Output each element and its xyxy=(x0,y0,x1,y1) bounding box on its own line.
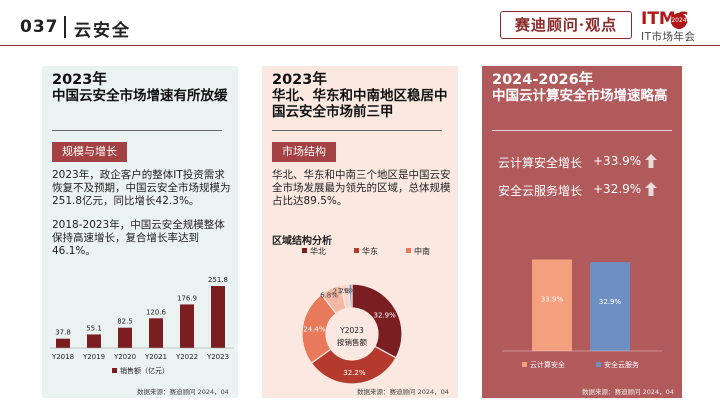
bar-value-label: 37.8 xyxy=(55,329,71,337)
x-tick-label: Y2018 xyxy=(51,353,74,361)
forecast-bar-label: 32.9% xyxy=(599,298,622,306)
metric1-label: 云计算安全增长 xyxy=(498,156,583,170)
panel3-year-range: 2024-2026年 xyxy=(492,72,594,88)
panel2-title: 2023年 华北、华东和中南地区稳居中国云安全市场前三甲 xyxy=(272,72,452,120)
bar-Y2020 xyxy=(118,327,132,348)
metric-security-cloud-service: 安全云服务增长 +32.9% xyxy=(498,182,641,199)
panel1-para2: 2018-2023年，中国云安全规模整体保持高速增长，复合增长率达到46.1%。 xyxy=(52,219,225,257)
panel2-source: 数据来源：赛迪顾问 2024，04 xyxy=(357,388,449,396)
arrow-up-icon xyxy=(645,182,657,196)
bar-chart-svg: 37.8 Y2018 55.1 Y2019 82.5 Y2020 120.6 Y2021 176… xyxy=(50,276,234,375)
arrow-up-icon xyxy=(645,154,657,168)
panel1-source: 数据来源：赛迪顾问 2024，04 xyxy=(137,388,229,396)
panel3-title: 2024-2026年 中国云计算安全市场增速略高 xyxy=(492,72,668,104)
page-title: 云安全 xyxy=(74,21,131,41)
donut-slice xyxy=(310,345,397,385)
slice-label: 24.4% xyxy=(303,326,326,334)
x-tick-label: Y2022 xyxy=(175,353,198,361)
x-tick-label: Y2023 xyxy=(206,353,229,361)
bar-value-label: 251.8 xyxy=(208,276,228,284)
brand-badge: 赛迪顾问·观点 xyxy=(500,11,632,39)
x-tick-label: Y2021 xyxy=(144,353,167,361)
bar-value-label: 176.9 xyxy=(177,294,197,302)
panel1-title: 2023年 中国云安全市场增速有所放缓 xyxy=(52,72,228,104)
panel2-subhead: 区域结构分析 xyxy=(272,236,332,247)
panel1-rule xyxy=(52,130,222,131)
panel-market-growth: 2023年 中国云安全市场增速有所放缓 规模与增长 2023年，政企客户的整体I… xyxy=(42,66,238,398)
forecast-bar-chart: 33.9% 云计算安全 32.9% 安全云服务 xyxy=(502,259,662,369)
panel2-tag: 市场结构 xyxy=(272,142,336,162)
event-year-badge: 2024 xyxy=(671,13,687,29)
bar-Y2018 xyxy=(56,338,70,348)
panel1-tag: 规模与增长 xyxy=(52,142,127,162)
slice-label: 2.7% xyxy=(333,287,351,295)
panel3-source: 数据来源：赛迪顾问 2024，04 xyxy=(582,388,674,396)
panel1-heading: 中国云安全市场增速有所放缓 xyxy=(52,88,228,104)
legend-swatch xyxy=(302,248,307,253)
legend-swatch xyxy=(596,362,601,367)
header-rule xyxy=(0,45,720,46)
slice-label: 1.0% xyxy=(338,287,356,295)
legend-swatch xyxy=(406,248,411,253)
bar-Y2021 xyxy=(149,318,163,348)
forecast-bar-label: 33.9% xyxy=(541,295,564,303)
metric1-value: +33.9% xyxy=(593,154,642,168)
forecast-bar xyxy=(590,262,630,351)
event-subtitle: IT市场年会 xyxy=(641,31,696,43)
legend-label: 华北 xyxy=(310,246,326,256)
donut-chart-regions: 华北 华东 中南 32.9% 32.2% 24.4% 6.8%2.7%1.0% Y2023 按销… xyxy=(301,246,430,385)
bar-value-label: 120.6 xyxy=(146,308,167,316)
slice-label: 32.9% xyxy=(374,312,397,320)
legend-label: 华东 xyxy=(362,246,378,256)
panel-forecast: 2024-2026年 中国云计算安全市场增速略高 云计算安全增长 +33.9% … xyxy=(482,66,682,398)
forecast-bar xyxy=(532,259,572,351)
panel1-year: 2023年 xyxy=(52,72,107,88)
legend-swatch xyxy=(522,362,527,367)
x-tick-label: Y2019 xyxy=(82,353,105,361)
donut-slice xyxy=(351,283,403,359)
bar-Y2022 xyxy=(180,304,194,348)
legend-swatch xyxy=(354,248,359,253)
legend-label: 云计算安全 xyxy=(530,360,565,369)
donut-center-caption: 按销售额 xyxy=(337,337,367,347)
panel1-para1: 2023年，政企客户的整体IT投资需求恢复不及预期，中国云安全市场规模为251.… xyxy=(52,169,231,207)
metric2-label: 安全云服务增长 xyxy=(498,184,583,198)
donut-slice xyxy=(348,283,353,309)
slice-label: 32.2% xyxy=(343,369,366,377)
panel2-para1: 华北、华东和中南三个地区是中国云安全市场发展最为领先的区域，总体规模占比达89.… xyxy=(272,169,451,207)
panel-market-structure: 2023年 华北、华东和中南地区稳居中国云安全市场前三甲 市场结构 华北、华东和… xyxy=(262,66,458,398)
page-number: 037 xyxy=(20,17,59,37)
legend-swatch xyxy=(112,368,117,373)
panel2-heading: 华北、华东和中南地区稳居中国云安全市场前三甲 xyxy=(272,88,448,120)
legend-label: 销售额（亿元） xyxy=(120,366,169,375)
donut-center-year: Y2023 xyxy=(339,326,364,335)
slice-label: 6.8% xyxy=(320,291,338,299)
bar-value-label: 82.5 xyxy=(117,318,133,326)
metric-cloud-security: 云计算安全增长 +33.9% xyxy=(498,154,641,171)
bar-value-label: 55.1 xyxy=(86,324,102,332)
bar-Y2023 xyxy=(211,286,225,348)
legend-label: 中南 xyxy=(414,246,430,256)
header-divider xyxy=(64,16,66,38)
metric2-value: +32.9% xyxy=(593,182,642,196)
bar-Y2019 xyxy=(87,334,101,348)
panel2-rule xyxy=(272,130,442,131)
panel2-year: 2023年 xyxy=(272,72,327,88)
x-tick-label: Y2020 xyxy=(113,353,136,361)
panel3-heading: 中国云计算安全市场增速略高 xyxy=(492,88,668,104)
legend-label: 安全云服务 xyxy=(604,360,639,369)
panel3-rule xyxy=(492,130,672,131)
